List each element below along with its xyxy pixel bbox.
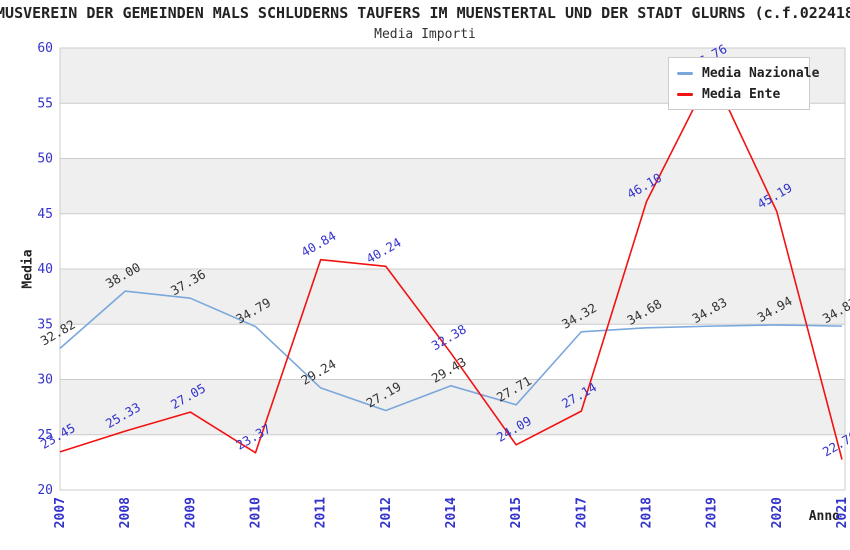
series-line-media-nazionale: [59, 290, 843, 412]
x-tick-label: 2015: [509, 497, 524, 528]
plot-band: [60, 269, 845, 325]
y-tick-label: 40: [37, 262, 53, 277]
x-tick-label: 2017: [574, 497, 589, 528]
x-tick-label: 2008: [118, 497, 133, 528]
x-tick-label: 2012: [379, 497, 394, 528]
x-tick-label: 2021: [835, 497, 850, 528]
plot-band: [60, 103, 845, 159]
media-ente-line-swatch-icon: [677, 93, 693, 96]
plot-band: [60, 379, 845, 435]
plot-band: [60, 434, 845, 490]
x-axis-title: Anno: [808, 509, 840, 524]
x-tick-label: 2014: [444, 497, 459, 528]
legend-label: Media Nazionale: [702, 66, 820, 81]
y-tick-label: 25: [37, 428, 53, 443]
y-tick-label: 45: [37, 207, 53, 222]
x-tick-label: 2011: [314, 497, 329, 528]
plot-band: [60, 158, 845, 214]
plot-band: [60, 213, 845, 269]
plot-band: [60, 324, 845, 380]
y-tick-label: 20: [37, 483, 53, 498]
plot-border: [59, 47, 846, 491]
legend-label: Media Ente: [702, 87, 781, 102]
x-tick-label: 2009: [183, 497, 198, 528]
x-tick-label: 2007: [53, 497, 68, 528]
y-tick-label: 30: [37, 373, 53, 388]
y-tick-label: 60: [37, 41, 53, 56]
x-tick-label: 2019: [705, 497, 720, 528]
chart-title: MUSVEREIN DER GEMEINDEN MALS SCHLUDERNS …: [0, 4, 850, 22]
x-tick-label: 2020: [770, 497, 785, 528]
y-tick-label: 50: [37, 152, 53, 167]
legend-item-media-ente: Media Ente: [677, 84, 801, 105]
chart-legend: Media Nazionale Media Ente: [668, 57, 819, 110]
x-tick-label: 2010: [249, 497, 264, 528]
media-nazionale-line-swatch-icon: [677, 72, 693, 75]
y-tick-label: 35: [37, 317, 53, 332]
y-tick-label: 55: [37, 96, 53, 111]
x-tick-label: 2018: [640, 497, 655, 528]
chart-subtitle: Media Importi: [374, 27, 476, 42]
legend-item-media-nazionale: Media Nazionale: [677, 63, 819, 84]
